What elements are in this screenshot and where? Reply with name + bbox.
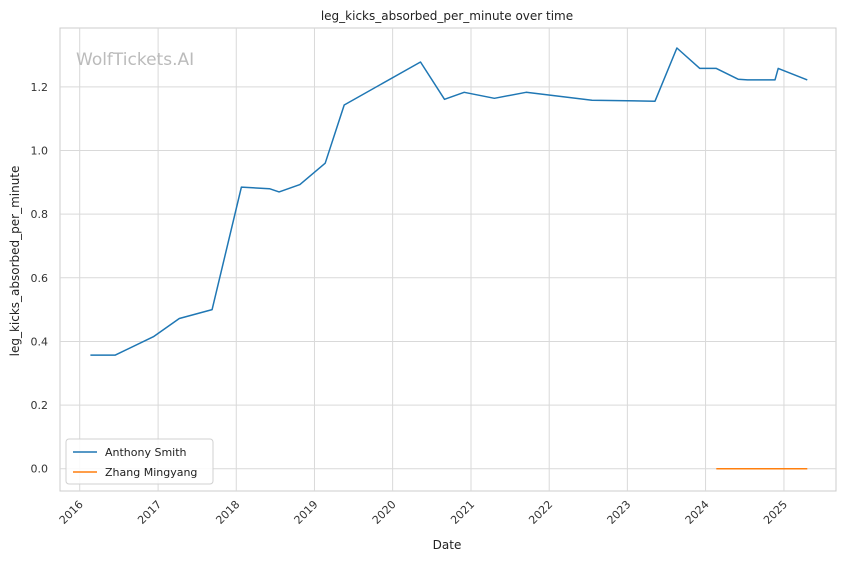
legend-label-anthony-smith: Anthony Smith [105, 446, 187, 459]
y-tick-label: 1.0 [31, 145, 49, 158]
x-tick-label: 2018 [213, 498, 242, 527]
x-axis-label: Date [433, 538, 462, 552]
grid [60, 28, 836, 491]
x-tick-label: 2020 [370, 498, 399, 527]
y-axis-ticks: 0.0 0.2 0.4 0.6 0.8 1.0 1.2 [31, 81, 49, 476]
y-tick-label: 1.2 [31, 81, 49, 94]
y-tick-label: 0.6 [31, 272, 49, 285]
watermark: WolfTickets.AI [76, 50, 194, 70]
series-line-anthony-smith [90, 47, 808, 356]
plot-area [59, 27, 837, 492]
y-axis-label: leg_kicks_absorbed_per_minute [8, 166, 22, 357]
chart-title: leg_kicks_absorbed_per_minute over time [321, 9, 573, 23]
x-tick-label: 2017 [135, 498, 164, 527]
y-tick-label: 0.4 [31, 335, 49, 348]
x-tick-label: 2022 [526, 498, 555, 527]
legend-label-zhang-mingyang: Zhang Mingyang [105, 466, 197, 479]
y-tick-label: 0.0 [31, 463, 49, 476]
x-tick-label: 2016 [57, 498, 86, 527]
x-tick-label: 2019 [292, 498, 321, 527]
x-tick-label: 2024 [683, 498, 712, 527]
x-tick-label: 2021 [448, 498, 477, 527]
x-tick-label: 2023 [605, 498, 634, 527]
y-tick-label: 0.8 [31, 208, 49, 221]
x-axis-ticks: 2016 2017 2018 2019 2020 2021 2022 2023 2024 2025 [57, 498, 790, 527]
legend-box [65, 438, 214, 485]
x-tick-label: 2025 [761, 498, 790, 527]
y-tick-label: 0.2 [31, 399, 49, 412]
series-lines [90, 47, 808, 470]
legend: Anthony Smith Zhang Mingyang [65, 438, 214, 485]
